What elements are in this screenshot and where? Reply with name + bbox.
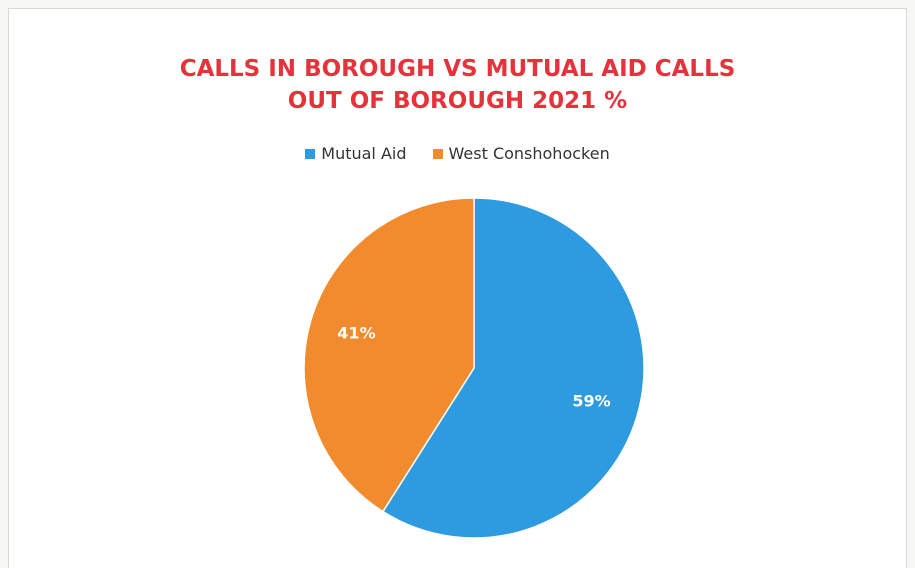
legend-swatch-mutual-aid: [305, 148, 316, 159]
pie-slice-mutual-aid: [381, 197, 645, 539]
data-label-mutual-aid: 59%: [572, 392, 610, 411]
legend-swatch-west-conshohocken: [432, 148, 443, 159]
legend-label-west-conshohocken: West Conshohocken: [448, 144, 610, 163]
pie-slice-west-conshohocken: [303, 197, 475, 513]
chart-title-line-2: OUT OF BOROUGH 2021 %: [287, 88, 628, 114]
chart-frame: CALLS IN BOROUGH VS MUTUAL AID CALLS OUT…: [8, 8, 907, 568]
chart-legend: Mutual Aid West Conshohocken: [9, 144, 906, 163]
pie-chart: 59% 41%: [303, 197, 645, 539]
legend-item-west-conshohocken: West Conshohocken: [432, 144, 610, 163]
legend-label-mutual-aid: Mutual Aid: [321, 144, 407, 163]
chart-title: CALLS IN BOROUGH VS MUTUAL AID CALLS OUT…: [9, 53, 906, 117]
data-label-west-conshohocken: 41%: [337, 323, 375, 342]
chart-title-line-1: CALLS IN BOROUGH VS MUTUAL AID CALLS: [179, 56, 736, 82]
legend-item-mutual-aid: Mutual Aid: [305, 144, 407, 163]
